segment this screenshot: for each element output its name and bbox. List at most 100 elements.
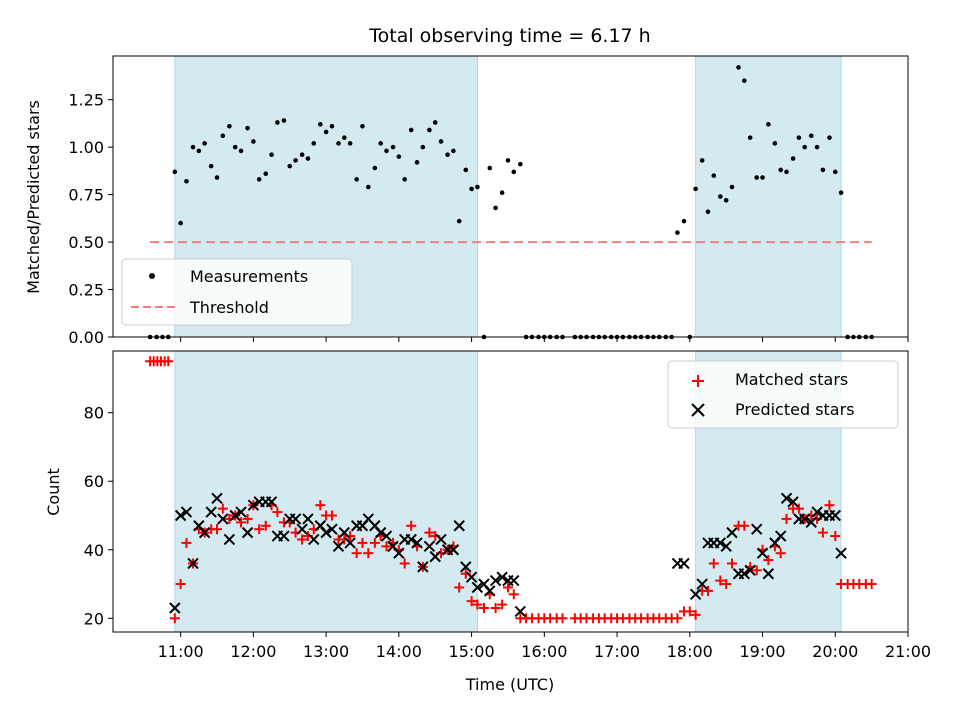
measurement-point bbox=[281, 118, 287, 123]
y-tick-label: 20 bbox=[84, 609, 104, 628]
predicted-star-point bbox=[805, 516, 817, 529]
x-tick-label: 16:00 bbox=[521, 642, 567, 661]
matched-star-point bbox=[254, 524, 265, 535]
measurement-point bbox=[299, 152, 305, 158]
measurement-point bbox=[790, 156, 796, 161]
x-axis-label: Time (UTC) bbox=[465, 675, 554, 694]
measurement-point bbox=[438, 139, 444, 144]
x-tick-label: 19:00 bbox=[739, 642, 785, 661]
measurement-point bbox=[838, 190, 844, 196]
measurement-point bbox=[256, 177, 262, 182]
predicted-star-point bbox=[326, 523, 338, 535]
measurement-point bbox=[390, 144, 396, 150]
matched-star-point bbox=[272, 507, 283, 518]
measurement-point bbox=[202, 141, 207, 146]
measurement-point bbox=[311, 141, 317, 146]
predicted-star-point bbox=[780, 492, 793, 505]
x-tick-label: 12:00 bbox=[230, 642, 276, 661]
predicted-star-point bbox=[374, 526, 387, 539]
measurement-point bbox=[718, 194, 723, 199]
measurement-point bbox=[681, 218, 687, 224]
matched-star-point bbox=[508, 589, 519, 600]
matched-star-point bbox=[424, 527, 435, 538]
measurement-point bbox=[760, 175, 765, 180]
legend-predicted-label: Predicted stars bbox=[735, 400, 855, 419]
legend-predicted-marker bbox=[691, 403, 705, 417]
matched-star-point bbox=[454, 582, 465, 593]
predicted-star-point bbox=[405, 533, 417, 546]
predicted-star-point bbox=[247, 499, 260, 511]
measurement-point bbox=[184, 179, 189, 184]
predicted-star-point bbox=[429, 550, 441, 563]
matched-star-point bbox=[824, 500, 835, 511]
matched-star-point bbox=[763, 555, 774, 566]
x-tick-label: 14:00 bbox=[376, 642, 422, 661]
top-legend: Measurements Threshold bbox=[121, 258, 353, 326]
y-tick-label: 0.75 bbox=[68, 186, 104, 205]
matched-star-point bbox=[817, 527, 828, 538]
predicted-star-point bbox=[289, 513, 302, 525]
matched-star-point bbox=[497, 599, 508, 610]
predicted-star-point bbox=[696, 578, 708, 590]
matched-star-point bbox=[781, 513, 792, 524]
predicted-star-point bbox=[738, 568, 751, 580]
predicted-star-point bbox=[278, 530, 290, 542]
predicted-star-point bbox=[380, 530, 393, 542]
predicted-star-point bbox=[417, 561, 429, 573]
measurement-point bbox=[463, 167, 469, 173]
bottom-legend: Matched stars Predicted stars bbox=[667, 360, 899, 429]
matched-star-point bbox=[315, 500, 326, 511]
matched-star-point bbox=[466, 596, 477, 607]
y-tick-label: 80 bbox=[84, 404, 104, 423]
matched-star-point bbox=[672, 613, 683, 624]
measurement-point bbox=[227, 123, 232, 129]
predicted-star-point bbox=[447, 544, 460, 556]
observing-window-span bbox=[695, 55, 842, 338]
y-tick-label: 60 bbox=[84, 472, 104, 491]
measurement-point bbox=[432, 120, 438, 125]
matched-star-point bbox=[739, 520, 750, 531]
predicted-star-point bbox=[180, 506, 193, 518]
predicted-star-point bbox=[496, 571, 508, 583]
predicted-star-point bbox=[787, 496, 799, 508]
measurement-point bbox=[469, 186, 474, 192]
measurement-point bbox=[238, 148, 244, 154]
measurement-point bbox=[675, 230, 680, 235]
measurement-point bbox=[705, 209, 711, 214]
measurement-point bbox=[378, 141, 383, 146]
measurement-point bbox=[736, 65, 741, 70]
measurement-point bbox=[742, 78, 747, 83]
measurement-point bbox=[729, 184, 735, 190]
predicted-star-point bbox=[344, 537, 356, 549]
measurement-point bbox=[475, 184, 480, 190]
matched-star-point bbox=[490, 603, 501, 614]
predicted-star-point bbox=[223, 533, 236, 546]
measurement-point bbox=[275, 120, 280, 125]
predicted-star-point bbox=[229, 509, 241, 522]
measurement-point bbox=[384, 148, 389, 154]
measurement-point bbox=[293, 158, 298, 163]
predicted-star-point bbox=[508, 574, 520, 587]
matched-star-point bbox=[690, 609, 701, 620]
matched-star-point bbox=[381, 541, 392, 552]
observing-window-span bbox=[174, 350, 478, 633]
bottom-x-ticks: 11:00 12:00 13:00 14:00 15:00 16:00 17:00 18:00… bbox=[158, 632, 931, 661]
legend-matched-label: Matched stars bbox=[735, 370, 848, 389]
predicted-stars-points bbox=[169, 492, 847, 618]
matched-star-point bbox=[472, 599, 483, 610]
measurement-point bbox=[796, 135, 802, 140]
matched-star-point bbox=[715, 575, 726, 586]
predicted-star-point bbox=[211, 492, 223, 505]
measurement-point bbox=[832, 169, 838, 175]
matched-star-point bbox=[242, 513, 253, 524]
measurement-point bbox=[341, 135, 347, 140]
predicted-star-point bbox=[678, 557, 690, 570]
measurement-point bbox=[487, 165, 493, 171]
x-tick-label: 20:00 bbox=[812, 642, 858, 661]
bottom-legend-box bbox=[667, 360, 899, 429]
measurement-point bbox=[172, 169, 178, 175]
measurement-point bbox=[808, 133, 814, 139]
y-tick-label: 40 bbox=[84, 541, 104, 560]
predicted-star-point bbox=[296, 523, 308, 535]
measurement-point bbox=[827, 135, 832, 140]
